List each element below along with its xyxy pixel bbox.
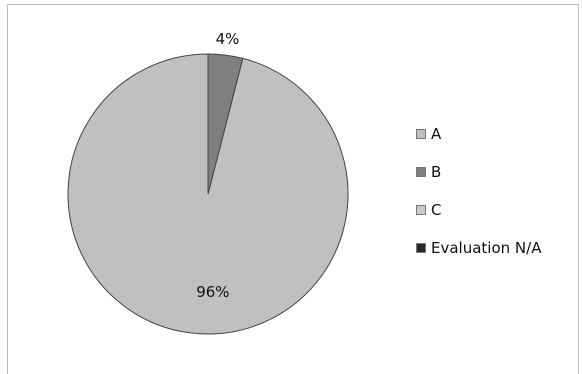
legend-item-c: C (416, 200, 541, 220)
legend-label-b: B (431, 163, 442, 181)
legend-label-c: C (431, 201, 442, 219)
legend-swatch-c (416, 205, 426, 215)
chart-legend: A B C Evaluation N/A (416, 124, 541, 276)
legend-swatch-b (416, 167, 426, 177)
pie-label-b: 4% (216, 30, 240, 48)
legend-label-evaluation-na: Evaluation N/A (431, 239, 542, 257)
legend-item-a: A (416, 124, 541, 144)
pie-labels: 96% 4% (196, 30, 239, 301)
legend-item-evaluation-na: Evaluation N/A (416, 238, 541, 258)
legend-swatch-evaluation-na (416, 243, 426, 253)
legend-label-a: A (431, 125, 442, 143)
legend-item-b: B (416, 162, 541, 182)
legend-swatch-a (416, 129, 426, 139)
pie-slices (67, 53, 349, 335)
pie-slice-b (207, 53, 244, 195)
pie-label-a: 96% (196, 283, 229, 301)
